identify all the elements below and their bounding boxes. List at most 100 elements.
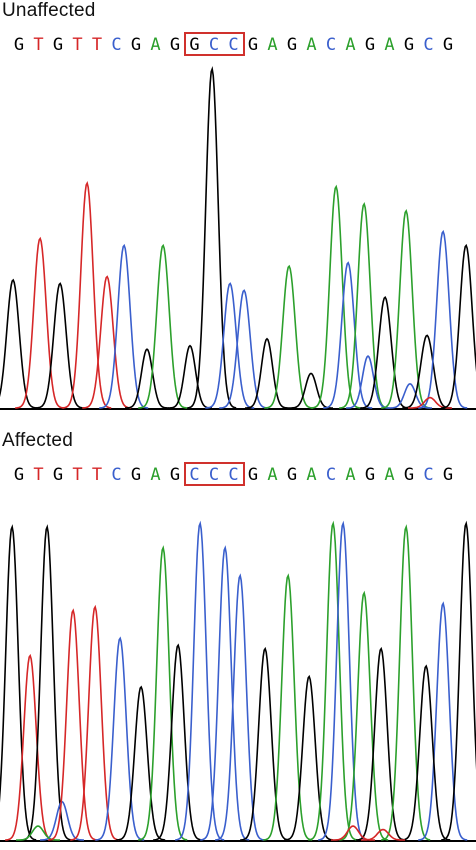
peak-A-21 (381, 209, 431, 409)
peak-T-6 (48, 608, 98, 841)
base-20: A (384, 35, 395, 55)
base-23: G (442, 465, 454, 485)
base-6: C (111, 35, 122, 55)
peak-C-12 (175, 520, 225, 841)
peak-G-27 (441, 520, 476, 841)
base-13: G (247, 35, 259, 55)
base-11: C (208, 465, 220, 485)
base-22: C (423, 35, 434, 55)
peak-A-16 (263, 573, 313, 841)
base-5: T (91, 35, 103, 55)
base-1: G (13, 465, 25, 485)
peak-G-23 (402, 334, 452, 409)
peak-T-5 (82, 275, 132, 409)
peak-C-14 (215, 573, 265, 841)
peak-G-24 (401, 664, 451, 841)
base-18: A (345, 35, 356, 55)
affected-chromatogram (0, 520, 476, 842)
base-14: A (267, 35, 278, 55)
base-16: A (306, 465, 317, 485)
peak-G-9 (168, 344, 212, 409)
base-12: C (228, 465, 239, 485)
peak-G-10 (187, 66, 237, 409)
base-10: C (189, 465, 200, 485)
peak-G-3 (35, 282, 85, 409)
base-17: C (325, 35, 337, 55)
peak-T-2 (5, 653, 55, 841)
base-15: G (286, 35, 298, 55)
peak-A-18 (339, 202, 389, 409)
peak-C-19 (346, 355, 390, 409)
base-11: C (208, 35, 220, 55)
base-19: G (364, 465, 376, 485)
variant-codon-box (183, 32, 245, 56)
base-4: T (72, 35, 83, 55)
peak-G-3 (22, 524, 72, 841)
peak-C-8 (95, 636, 145, 841)
unaffected-title: Unaffected (2, 0, 96, 21)
base-4: T (72, 465, 83, 485)
peak-C-13 (200, 545, 250, 841)
peak-G-1 (0, 524, 37, 841)
base-16: A (306, 35, 317, 55)
peak-G-26 (441, 243, 476, 409)
peak-C-12 (219, 289, 269, 409)
peak-G-11 (153, 643, 203, 841)
base-2: T (33, 35, 44, 55)
base-9: G (169, 35, 181, 55)
base-15: G (286, 465, 298, 485)
base-1: G (13, 35, 25, 55)
peak-T-7 (70, 604, 120, 841)
peak-G-20 (360, 296, 410, 409)
peak-C-23 (418, 601, 468, 841)
peak-C-6 (99, 243, 149, 409)
base-21: G (403, 35, 415, 55)
peak-C-22 (388, 382, 432, 409)
peak-C-11 (205, 282, 255, 409)
base-13: G (247, 465, 259, 485)
unaffected-chromatogram (0, 66, 476, 410)
base-8: A (150, 35, 161, 55)
base-8: A (150, 465, 161, 485)
peak-C-19 (318, 520, 368, 841)
base-6: C (111, 465, 122, 485)
peak-G-13 (245, 337, 289, 409)
peak-G-15 (240, 646, 290, 841)
peak-G-15 (289, 372, 333, 409)
base-9: G (169, 465, 181, 485)
peak-A-22 (381, 524, 431, 841)
peak-G-21 (356, 646, 406, 841)
peak-T-2 (15, 236, 65, 409)
base-14: A (267, 465, 278, 485)
base-20: A (384, 465, 395, 485)
base-18: A (345, 465, 356, 485)
base-3: G (52, 35, 64, 55)
variant-codon-box (183, 462, 245, 486)
base-7: G (130, 465, 142, 485)
peak-A-8 (138, 243, 188, 409)
base-7: G (130, 35, 142, 55)
base-2: T (33, 465, 44, 485)
affected-title: Affected (2, 430, 73, 451)
base-5: T (91, 465, 103, 485)
peak-G-1 (0, 278, 38, 409)
base-19: G (364, 35, 376, 55)
peak-G-7 (125, 348, 169, 409)
base-10: G (189, 35, 200, 55)
peak-G-9 (116, 685, 166, 841)
base-12: C (228, 35, 239, 55)
peak-A-10 (138, 545, 188, 841)
peak-C-24 (418, 229, 468, 409)
peak-A-14 (264, 264, 314, 409)
base-23: G (442, 35, 454, 55)
peak-T-4 (62, 181, 112, 409)
base-3: G (52, 465, 64, 485)
peak-G-17 (284, 674, 334, 841)
peak-T-26 (361, 828, 405, 841)
peak-C-17 (323, 261, 373, 409)
peak-A-16 (311, 184, 361, 409)
